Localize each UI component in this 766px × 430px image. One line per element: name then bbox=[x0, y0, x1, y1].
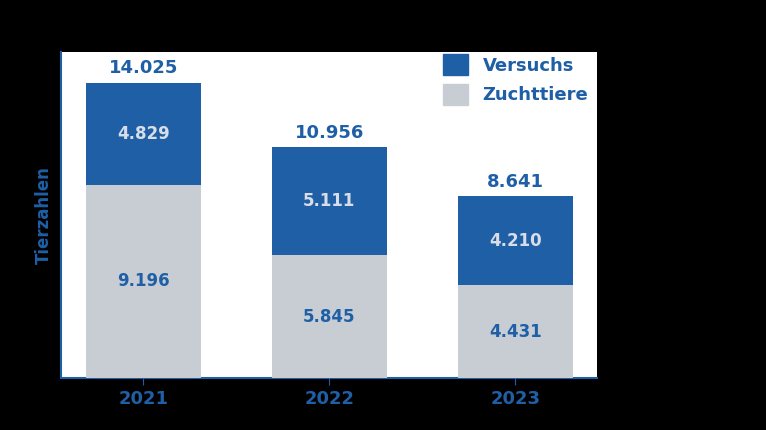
Text: 4.210: 4.210 bbox=[489, 232, 542, 249]
Y-axis label: Tierzahlen: Tierzahlen bbox=[35, 166, 53, 264]
Bar bbox=[86, 184, 201, 378]
Legend: Versuchs, Zuchttiere: Versuchs, Zuchttiere bbox=[443, 54, 588, 105]
Bar bbox=[86, 83, 201, 184]
Text: 10.956: 10.956 bbox=[295, 124, 364, 142]
Text: 14.025: 14.025 bbox=[109, 59, 178, 77]
Bar bbox=[458, 196, 573, 285]
Text: 9.196: 9.196 bbox=[117, 273, 169, 290]
Text: 5.111: 5.111 bbox=[303, 192, 355, 210]
Bar bbox=[272, 147, 387, 255]
Text: 5.845: 5.845 bbox=[303, 308, 355, 326]
Text: 4.431: 4.431 bbox=[489, 322, 542, 341]
Bar bbox=[458, 285, 573, 378]
Text: 8.641: 8.641 bbox=[487, 173, 544, 191]
Text: 4.829: 4.829 bbox=[117, 125, 170, 143]
Bar bbox=[272, 255, 387, 378]
